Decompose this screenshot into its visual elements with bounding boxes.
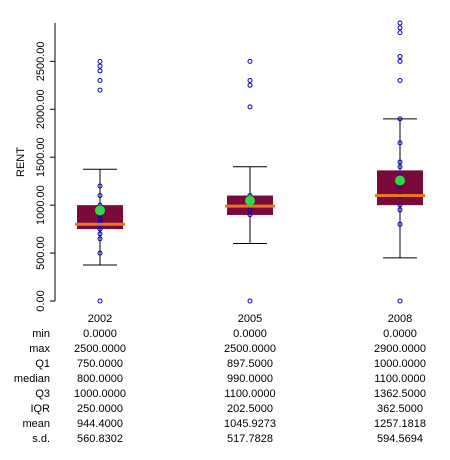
category-label: 2002 [88, 313, 112, 325]
stat-value: 202.5000 [227, 403, 273, 415]
stat-value: 2500.0000 [74, 343, 126, 355]
data-point [247, 78, 253, 84]
stat-label: mean [22, 418, 50, 430]
category-label: 2005 [238, 313, 262, 325]
data-point [97, 58, 103, 64]
stat-value: 1000.0000 [74, 388, 126, 400]
stat-value: 2500.0000 [224, 343, 276, 355]
stat-value: 990.0000 [227, 373, 273, 385]
stat-value: 0.0000 [383, 328, 417, 340]
stat-label: median [13, 373, 50, 385]
data-point [97, 298, 103, 304]
stat-label: s.d. [32, 433, 50, 445]
data-point [397, 159, 403, 165]
stat-value: 1045.9273 [224, 418, 276, 430]
stat-value: 594.5694 [377, 433, 423, 445]
y-tick-label: 0.00 [35, 290, 47, 311]
stats-row-mean: mean 944.4000 1045.9273 1257.1818 [0, 418, 450, 433]
data-point [97, 231, 103, 237]
stat-value: 750.0000 [77, 358, 123, 370]
stat-value: 897.5000 [227, 358, 273, 370]
data-point [397, 221, 403, 227]
stat-label: Q1 [35, 358, 50, 370]
data-point [397, 207, 403, 213]
mean-marker [95, 205, 105, 216]
y-tick-label: 2000.00 [35, 89, 47, 129]
stat-value: 1000.0000 [374, 358, 426, 370]
data-point [397, 54, 403, 60]
data-point [97, 236, 103, 242]
stat-value: 2900.0000 [374, 343, 426, 355]
stat-value: 0.0000 [233, 328, 267, 340]
data-point [397, 20, 403, 26]
y-axis-label: RENT [15, 147, 27, 177]
data-point [97, 68, 103, 74]
data-point [397, 140, 403, 146]
mean-marker [395, 175, 405, 186]
stats-row-max: max 2500.0000 2500.0000 2900.0000 [0, 343, 450, 358]
data-point [247, 104, 253, 110]
stats-row-q1: Q1 750.0000 897.5000 1000.0000 [0, 358, 450, 373]
stats-row-iqr: IQR 250.0000 202.5000 362.5000 [0, 403, 450, 418]
data-point [97, 78, 103, 84]
data-point [397, 202, 403, 208]
stat-value: 1257.1818 [374, 418, 426, 430]
stats-row-median: median 800.0000 990.0000 1100.0000 [0, 373, 450, 388]
y-tick-label: 500.00 [35, 236, 47, 270]
y-tick-label: 2500.00 [35, 41, 47, 81]
data-point [247, 82, 253, 88]
data-point [247, 298, 253, 304]
data-point [247, 58, 253, 64]
data-point [97, 63, 103, 69]
boxplot-chart: 0.00 500.00 1000.00 1500.00 2000.00 2500.00 RE… [15, 20, 425, 325]
data-point [397, 116, 403, 122]
data-point [247, 212, 253, 218]
y-tick-label: 1000.00 [35, 185, 47, 225]
stat-value: 800.0000 [77, 373, 123, 385]
category-label: 2008 [388, 313, 412, 325]
stats-row-q3: Q3 1000.0000 1100.0000 1362.5000 [0, 388, 450, 403]
stat-value: 560.8302 [77, 433, 123, 445]
stat-value: 1100.0000 [224, 388, 276, 400]
data-point [397, 25, 403, 31]
y-tick-label: 1500.00 [35, 137, 47, 177]
stat-value: 362.5000 [377, 403, 423, 415]
stat-label: max [29, 343, 50, 355]
stat-value: 250.0000 [77, 403, 123, 415]
summary-stats-table: min 0.0000 0.0000 0.0000 max 2500.0000 2500.00… [0, 328, 450, 448]
data-point [397, 298, 403, 304]
stat-label: min [32, 328, 50, 340]
stat-value: 1362.5000 [374, 388, 426, 400]
data-point [97, 193, 103, 199]
data-point [97, 183, 103, 189]
data-point [397, 164, 403, 170]
data-point [397, 58, 403, 64]
stats-row-sd: s.d. 560.8302 517.7828 594.5694 [0, 433, 450, 448]
stat-value: 944.4000 [77, 418, 123, 430]
stats-row-min: min 0.0000 0.0000 0.0000 [0, 328, 450, 343]
data-point [397, 30, 403, 36]
data-point [97, 250, 103, 256]
stat-value: 0.0000 [83, 328, 117, 340]
data-point [97, 217, 103, 223]
data-point [97, 87, 103, 93]
stat-value: 1100.0000 [374, 373, 426, 385]
mean-marker [245, 195, 255, 206]
stat-label: Q3 [35, 388, 50, 400]
data-point [97, 226, 103, 232]
data-point [397, 78, 403, 84]
stat-label: IQR [30, 403, 50, 415]
stat-value: 517.7828 [227, 433, 273, 445]
